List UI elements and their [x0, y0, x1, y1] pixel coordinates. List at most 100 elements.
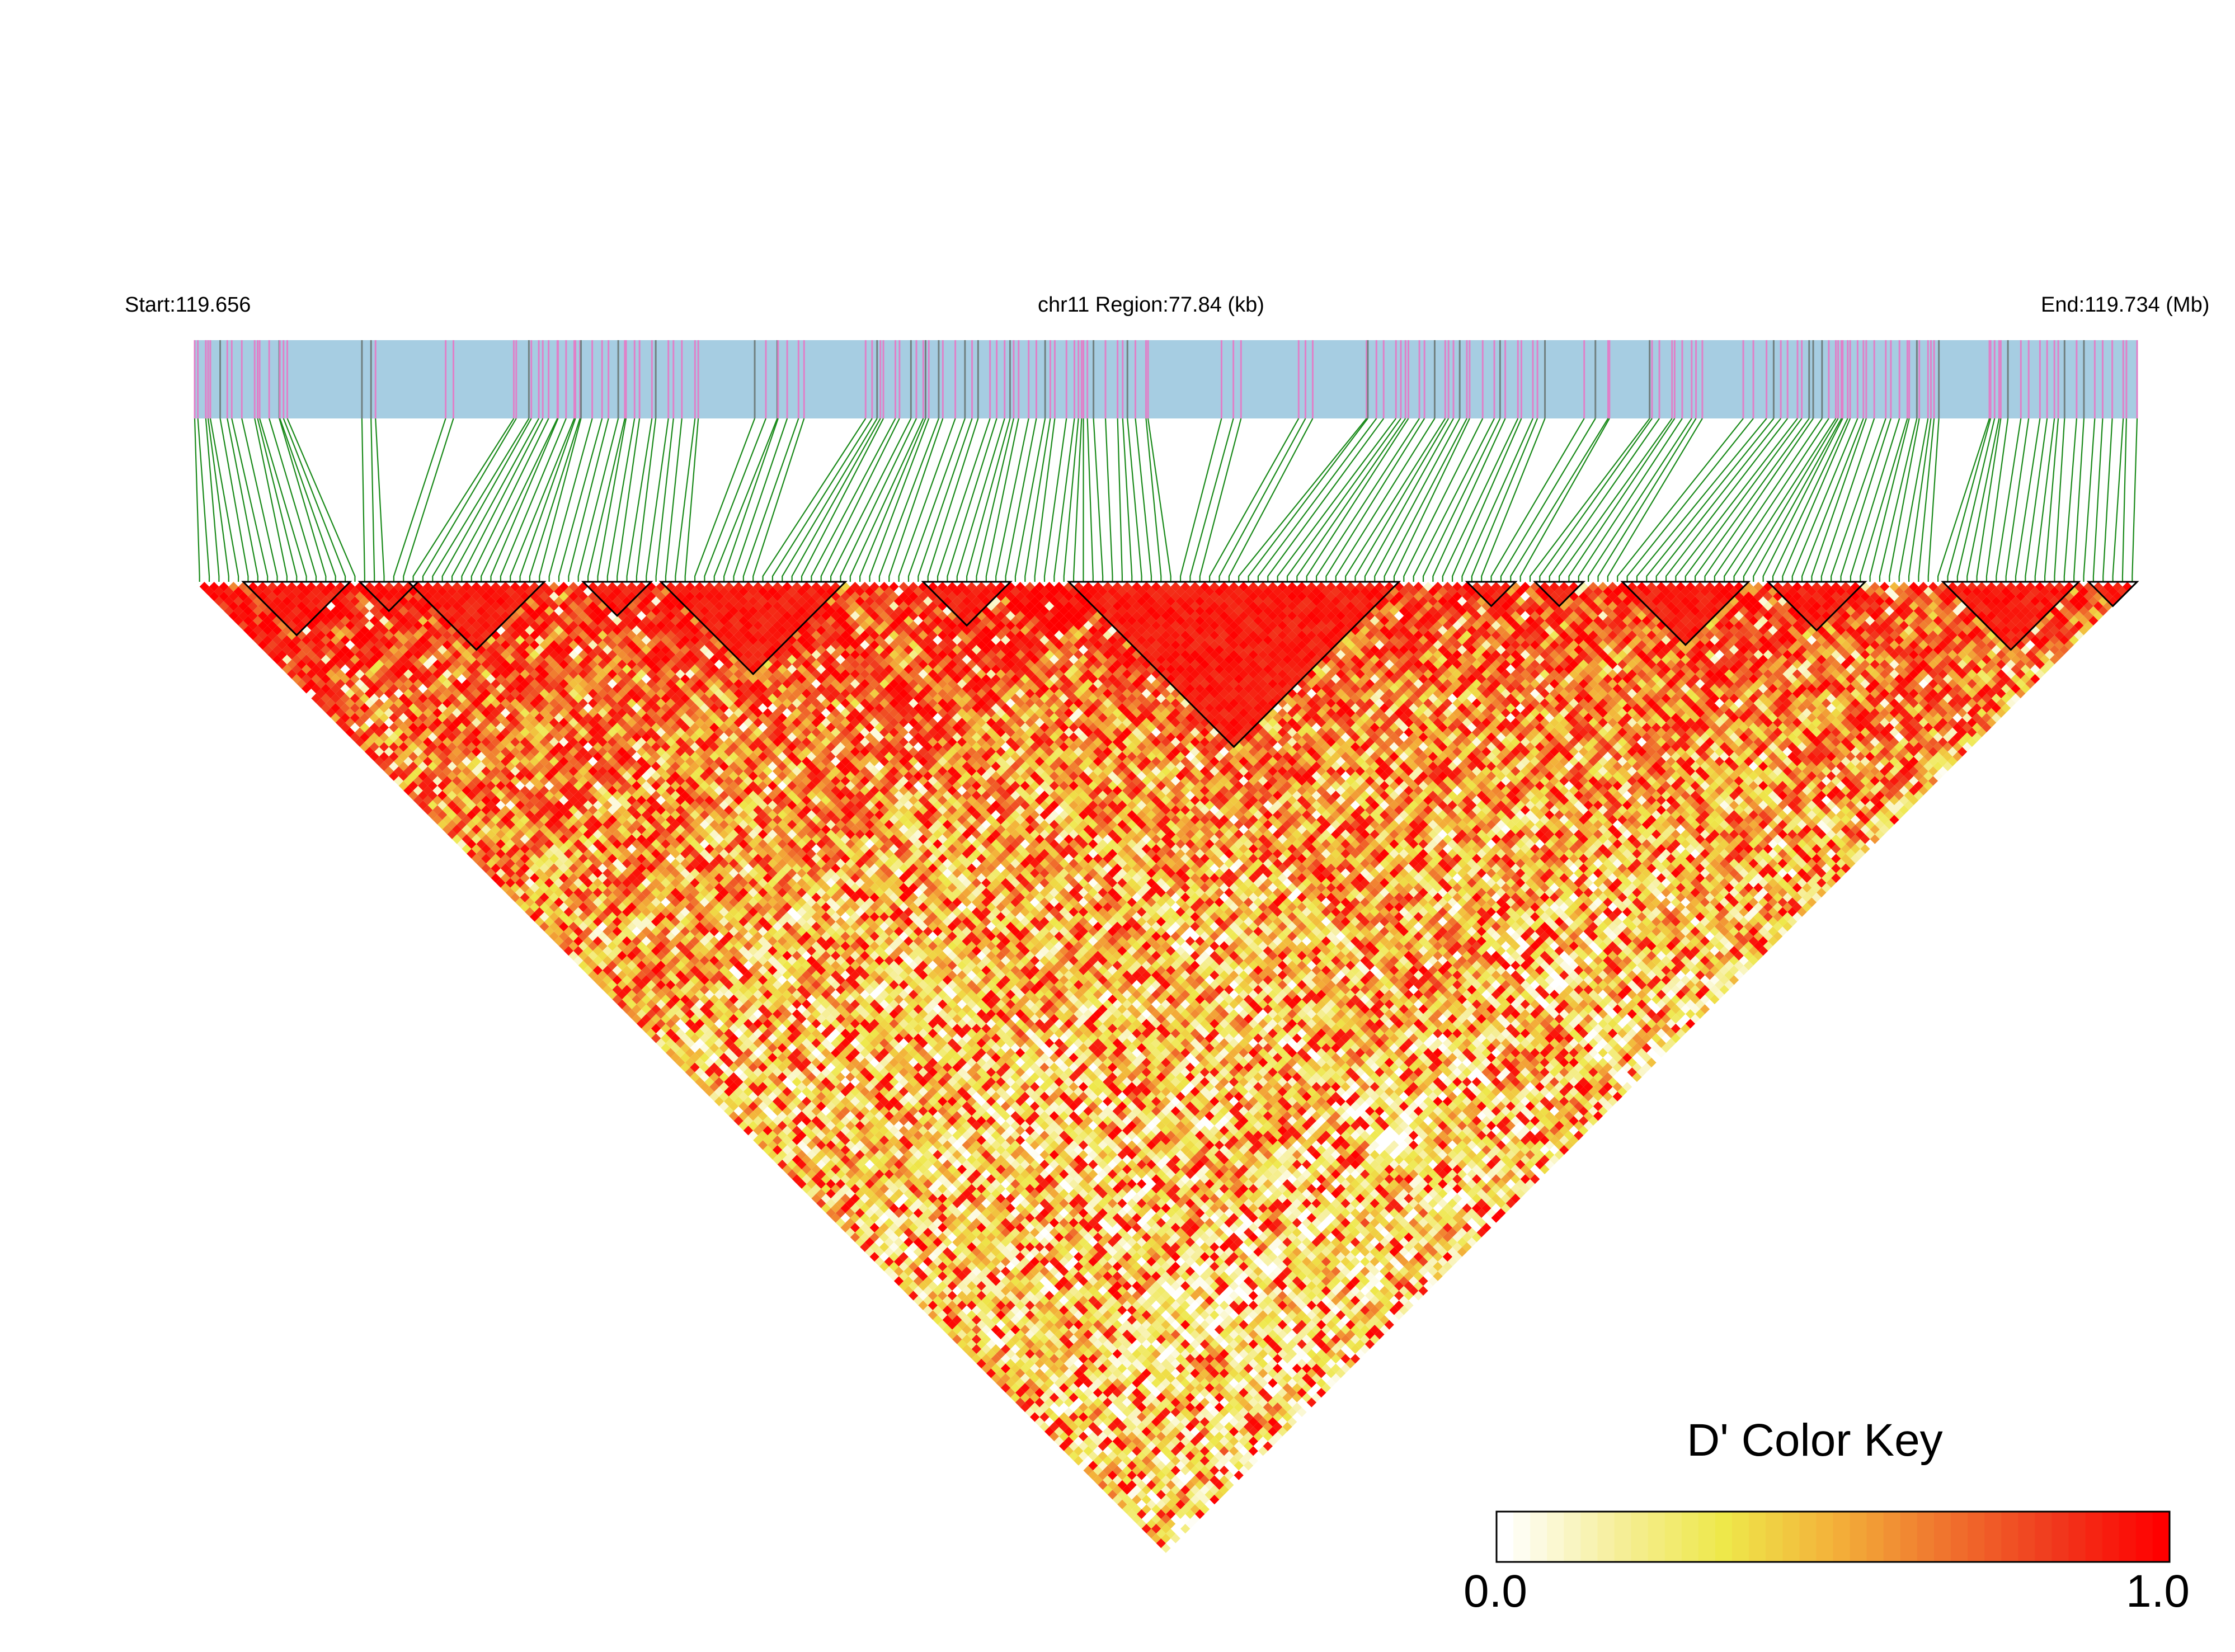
ld-cell	[831, 1164, 841, 1174]
ld-cell	[418, 780, 428, 791]
ld-cell	[520, 892, 530, 902]
snp-connector	[194, 418, 200, 582]
ld-cell	[340, 703, 350, 713]
ld-cell	[1074, 1407, 1084, 1417]
ld-cell	[738, 1091, 749, 1102]
ld-cell	[364, 747, 375, 757]
ld-cell	[1005, 1339, 1015, 1349]
ld-cell	[938, 1242, 948, 1252]
ld-cell	[641, 1014, 651, 1024]
ld-cell	[627, 931, 637, 942]
snp-connector	[2073, 418, 2085, 582]
ld-cell	[559, 854, 569, 864]
ld-cell	[374, 698, 384, 708]
ld-cell	[981, 1334, 991, 1344]
ld-cell	[442, 756, 453, 766]
snp-connector	[1199, 418, 1242, 582]
ld-cell	[952, 1256, 962, 1267]
ld-cell	[826, 1208, 836, 1218]
snp-connector	[1442, 418, 1519, 582]
ld-cell	[1093, 1446, 1103, 1456]
ld-cell	[462, 805, 472, 815]
ld-cell	[957, 1281, 967, 1291]
ld-cell	[257, 640, 268, 650]
ld-cell	[996, 1291, 1006, 1301]
ld-cell	[583, 887, 593, 898]
ld-cell	[592, 956, 603, 966]
snp-connector	[1724, 418, 1829, 582]
ld-cell	[806, 1111, 817, 1121]
ld-cell	[695, 1048, 705, 1058]
ld-cell	[748, 1062, 758, 1072]
ld-cell	[864, 1198, 875, 1208]
ld-cell	[301, 596, 312, 606]
ld-cell	[316, 698, 326, 708]
ld-cell	[384, 669, 394, 679]
ld-cell	[364, 708, 375, 718]
ld-cell	[355, 727, 365, 737]
ld-cell	[219, 582, 229, 592]
snp-connector	[1354, 418, 1450, 582]
ld-cell	[413, 698, 423, 708]
ld-cell	[874, 1227, 884, 1237]
ld-cell	[860, 1155, 870, 1165]
ld-cell	[413, 756, 423, 766]
ld-cell	[403, 756, 413, 766]
snp-connector	[2092, 418, 2104, 582]
ld-cell	[826, 1189, 836, 1199]
ld-cell	[782, 1135, 792, 1145]
ld-cell	[850, 1203, 860, 1213]
ld-cell	[1098, 1461, 1108, 1471]
ld-cell	[340, 693, 350, 703]
ld-cell	[393, 698, 404, 708]
ld-cell	[908, 1203, 919, 1213]
ld-cell	[544, 926, 554, 936]
snp-connector	[1685, 418, 1803, 582]
ld-cell	[797, 1179, 807, 1189]
ld-cell	[398, 780, 408, 791]
ld-cell	[627, 980, 637, 990]
ld-cell	[641, 956, 651, 966]
ld-cell	[355, 649, 365, 660]
ld-cell	[481, 825, 491, 835]
ld-cell	[340, 625, 350, 636]
ld-cell	[1049, 1373, 1060, 1383]
snp-connector	[1471, 418, 1538, 582]
ld-cell	[884, 1208, 894, 1218]
ld-cell	[928, 1271, 938, 1281]
ld-cell	[1059, 1412, 1069, 1422]
ld-cell	[1136, 1432, 1147, 1442]
ld-cell	[617, 921, 627, 931]
ld-cell	[1069, 1432, 1079, 1442]
ld-cell	[603, 985, 613, 995]
ld-cell	[559, 863, 569, 873]
ld-cell	[889, 1251, 899, 1262]
ld-cell	[1034, 1387, 1044, 1398]
ld-cell	[559, 931, 569, 942]
ld-cell	[422, 737, 433, 747]
ld-cell	[704, 1067, 714, 1077]
ld-cell	[452, 776, 462, 786]
ld-cell	[1136, 1499, 1147, 1509]
snp-connector	[257, 418, 298, 582]
ld-cell	[797, 1130, 807, 1141]
snp-connector	[370, 418, 375, 582]
ld-cell	[651, 1004, 661, 1014]
ld-cell	[728, 1091, 739, 1102]
snp-connector	[849, 418, 924, 582]
ld-cell	[321, 635, 331, 645]
ld-cell	[802, 1164, 812, 1174]
ld-cell	[340, 713, 350, 723]
ld-cell	[374, 708, 384, 718]
ld-cell	[1190, 1494, 1200, 1505]
ld-cell	[777, 1150, 787, 1160]
snp-connector	[1840, 418, 1891, 582]
ld-cell	[1029, 1354, 1040, 1364]
ld-cell	[1029, 1373, 1040, 1383]
ld-cell	[350, 713, 360, 723]
snp-connector	[1093, 418, 1104, 582]
ld-cell	[933, 1305, 943, 1315]
snp-connector	[1034, 418, 1056, 582]
ld-cell	[272, 655, 283, 665]
ld-cell	[238, 582, 248, 592]
